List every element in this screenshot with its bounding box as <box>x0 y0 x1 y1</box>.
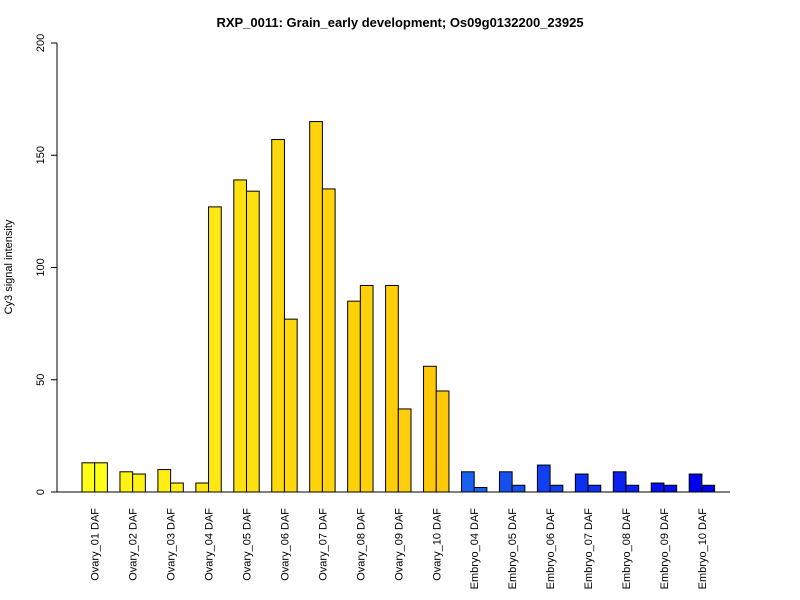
bar-series-2 <box>435 390 450 493</box>
bar-series-1 <box>612 471 627 493</box>
bar-series-1 <box>385 284 399 493</box>
bar-series-1 <box>536 464 551 493</box>
bar-series-2 <box>283 318 298 493</box>
bar-series-1 <box>498 471 513 493</box>
bar-series-2 <box>94 462 108 493</box>
bar-series-1 <box>309 121 323 493</box>
y-tick-label: 0 <box>35 489 47 495</box>
x-tick-label: Ovary_06 DAF <box>279 508 291 581</box>
x-axis: Ovary_01 DAF Ovary_02 DAF Ovary_03 DAF Ovar… <box>57 491 730 590</box>
bar-series-2 <box>511 484 526 493</box>
bar-series-2 <box>587 484 602 493</box>
x-tick-label: Ovary_03 DAF <box>166 508 178 581</box>
x-tick-label: Ovary_09 DAF <box>393 508 405 581</box>
bar-series-2 <box>246 190 260 493</box>
x-tick-label: Embryo_09 DAF <box>659 508 671 590</box>
x-tick-label: Ovary_02 DAF <box>128 508 140 581</box>
bar-series-2 <box>625 484 640 493</box>
x-tick-label: Ovary_08 DAF <box>355 508 367 581</box>
x-tick-label: Embryo_04 DAF <box>469 508 481 590</box>
y-tick-label: 150 <box>35 146 47 164</box>
bar-series-1 <box>81 462 96 493</box>
bar-series-1 <box>461 471 475 493</box>
bar-series-1 <box>574 473 589 493</box>
bar-series-2 <box>170 482 184 493</box>
bar-series-2 <box>701 484 716 493</box>
y-axis-label: Cy3 signal intensity <box>3 219 15 314</box>
x-tick-label: Ovary_05 DAF <box>242 508 254 581</box>
x-tick-label: Embryo_08 DAF <box>621 508 633 590</box>
x-tick-label: Ovary_01 DAF <box>90 508 102 581</box>
x-tick-label: Embryo_10 DAF <box>697 508 709 590</box>
bar-series-2 <box>663 484 678 493</box>
y-axis: 0 50 100 150 200 <box>35 34 58 495</box>
bar-series-2 <box>132 473 146 493</box>
bar-series-1 <box>119 471 134 493</box>
x-tick-label: Ovary_10 DAF <box>431 508 443 581</box>
y-tick-label: 200 <box>35 34 47 52</box>
bar-series-2 <box>208 206 222 493</box>
bar-series-1 <box>423 365 437 493</box>
y-tick-label: 50 <box>35 374 47 386</box>
x-tick-label: Ovary_04 DAF <box>204 508 216 581</box>
x-tick-label: Ovary_07 DAF <box>317 508 329 581</box>
bars-group <box>81 121 716 493</box>
y-tick-label: 100 <box>35 258 47 276</box>
bar-series-1 <box>233 179 248 493</box>
bar-series-2 <box>359 284 374 493</box>
x-tick-label: Embryo_05 DAF <box>507 508 519 590</box>
bar-series-2 <box>321 188 336 493</box>
bar-series-1 <box>157 469 172 493</box>
bar-series-1 <box>688 473 703 493</box>
x-tick-label: Embryo_06 DAF <box>545 508 557 590</box>
bar-series-2 <box>549 484 564 493</box>
bar-series-1 <box>195 482 210 493</box>
bar-series-2 <box>397 408 412 493</box>
bar-series-2 <box>473 487 488 493</box>
bar-series-1 <box>347 300 361 493</box>
bar-series-1 <box>271 139 285 493</box>
bar-series-1 <box>650 482 665 493</box>
x-tick-label: Embryo_07 DAF <box>583 508 595 590</box>
chart-title: RXP_0011: Grain_early development; Os09g… <box>216 15 583 30</box>
